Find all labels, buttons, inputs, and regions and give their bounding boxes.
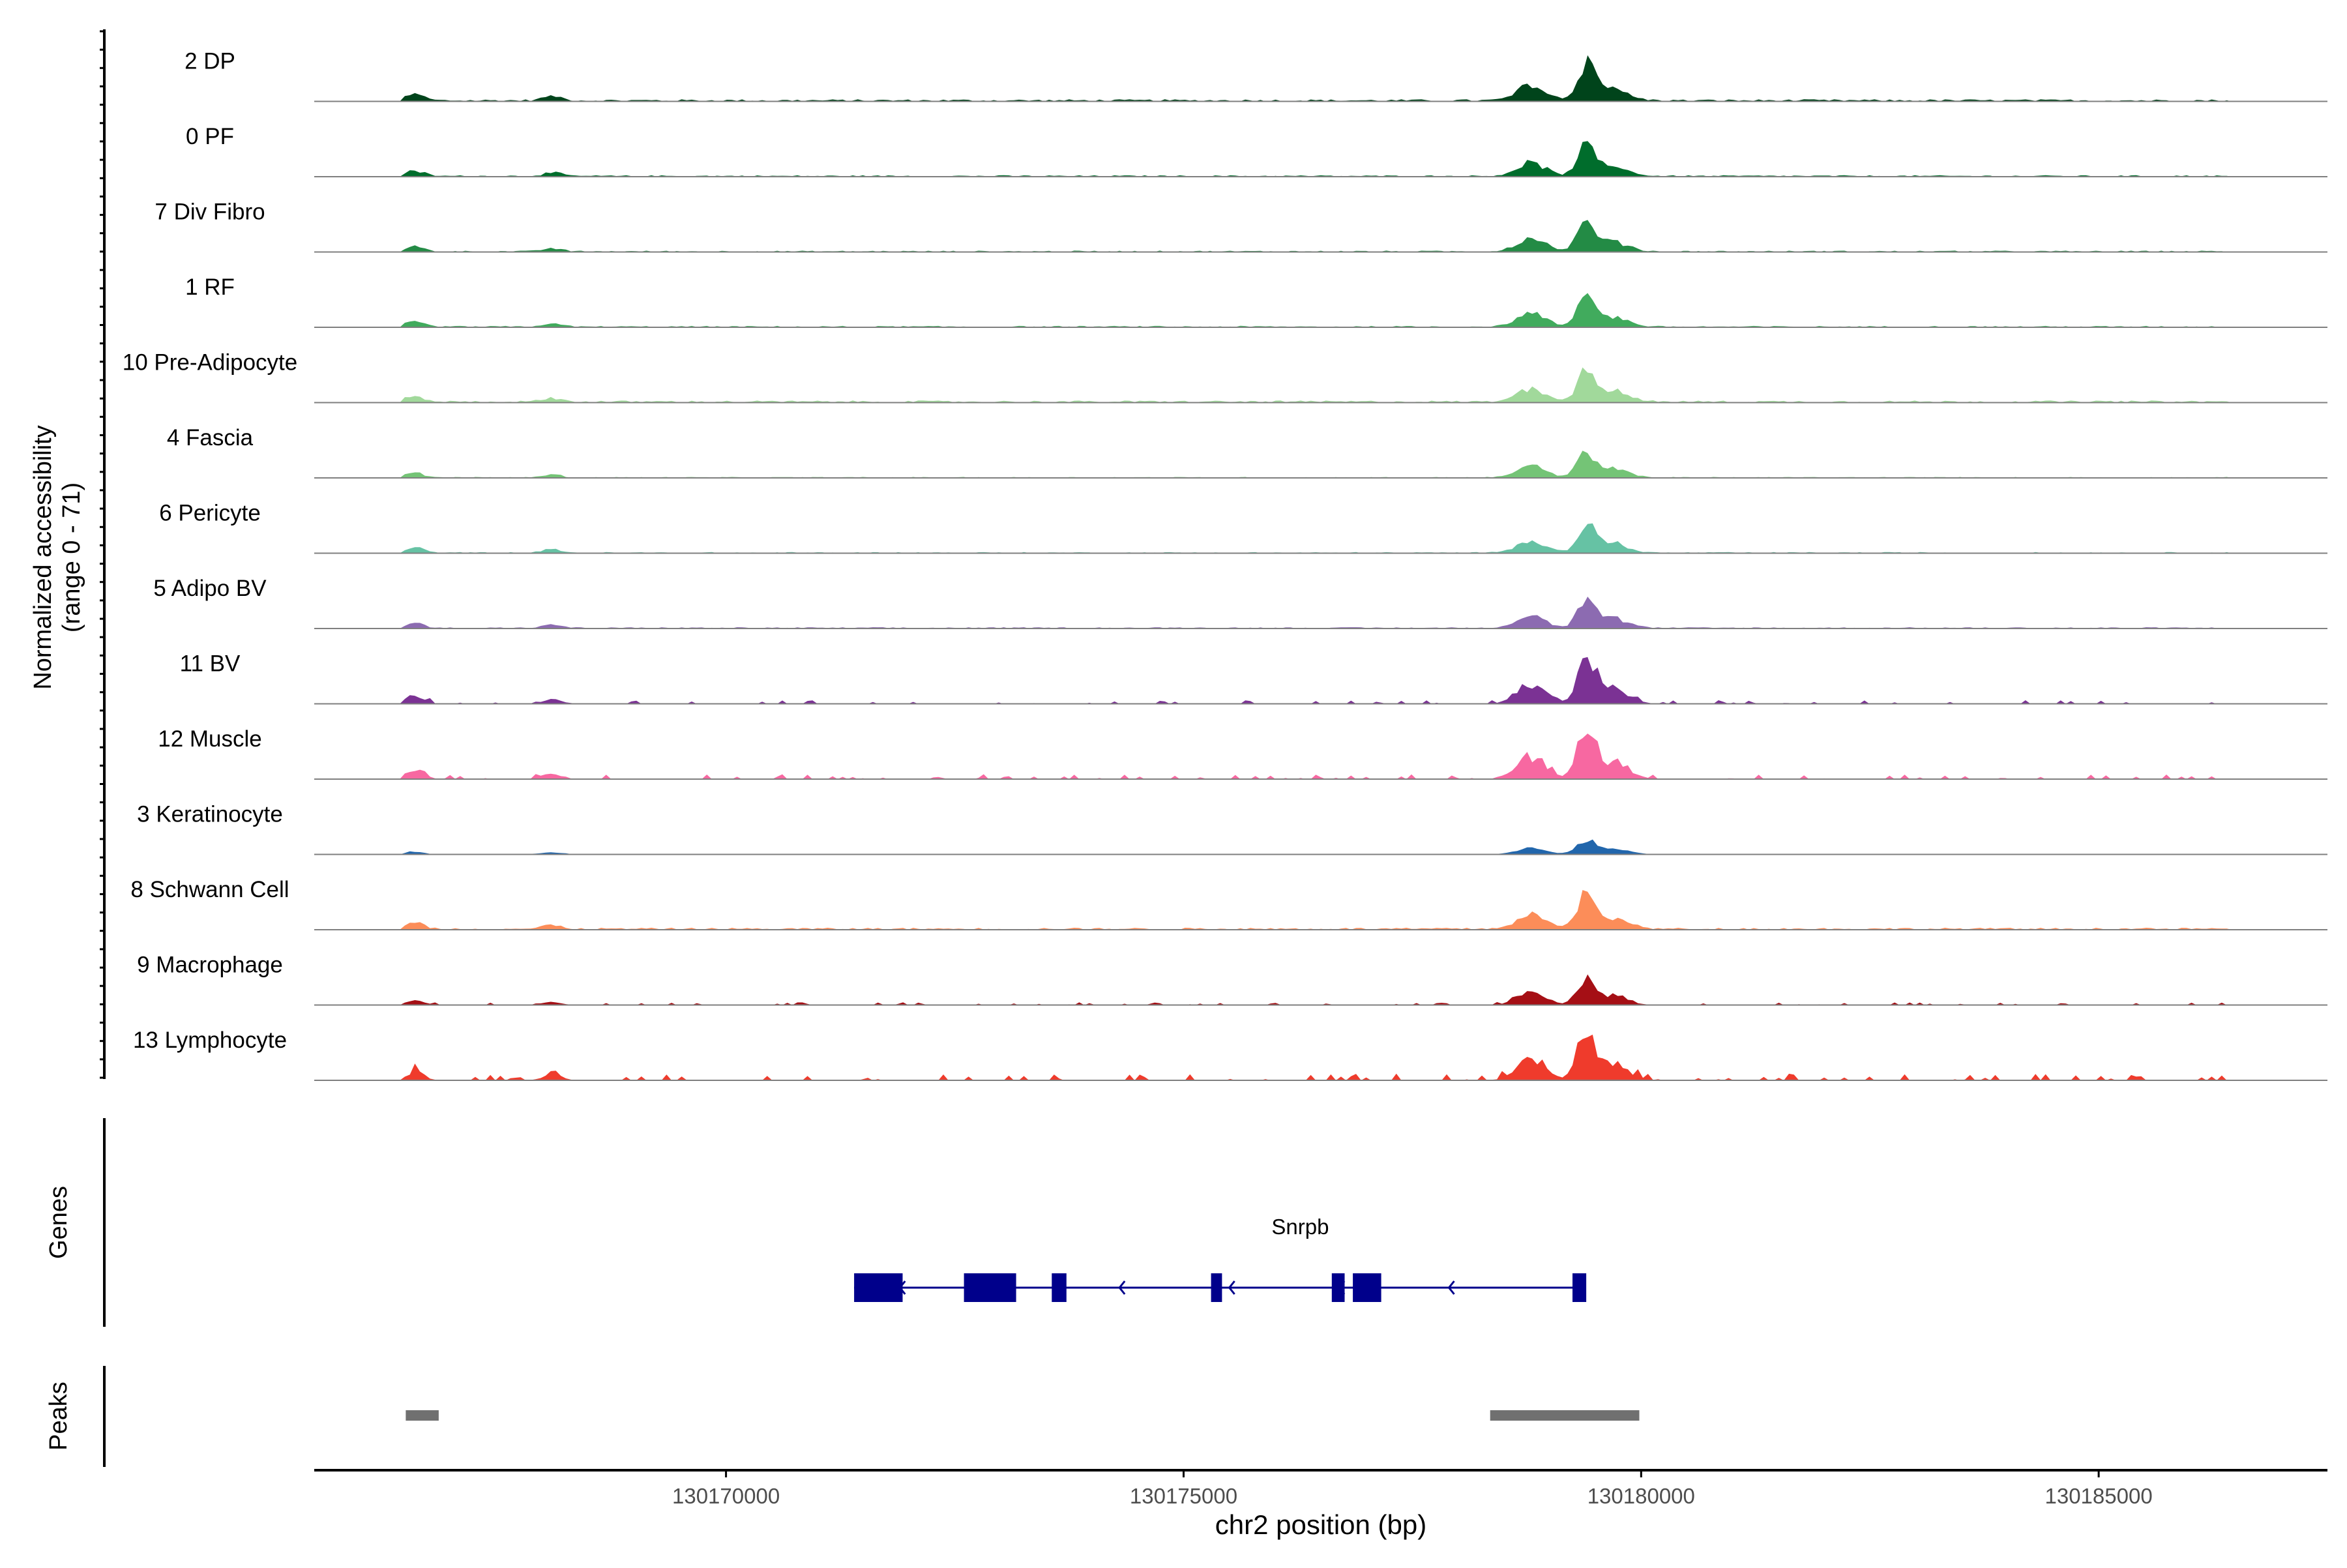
track-2-dp: 2 DP bbox=[185, 49, 2327, 102]
track-3-keratinocyte: 3 Keratinocyte bbox=[137, 802, 2327, 855]
track-label: 9 Macrophage bbox=[137, 953, 283, 978]
track-coverage-area bbox=[314, 657, 2327, 704]
track-coverage-area bbox=[314, 974, 2327, 1005]
x-axis-tick-label: 130185000 bbox=[2045, 1484, 2153, 1508]
track-coverage-area bbox=[314, 1034, 2327, 1080]
gene-exon bbox=[854, 1273, 903, 1302]
peak-region bbox=[1490, 1410, 1640, 1421]
y-axis-title-line1: Normalized accessibility bbox=[29, 425, 57, 689]
track-label: 5 Adipo BV bbox=[153, 576, 267, 601]
track-12-muscle: 12 Muscle bbox=[158, 726, 2327, 780]
x-axis-tick-label: 130170000 bbox=[672, 1484, 780, 1508]
track-label: 4 Fascia bbox=[167, 425, 254, 451]
track-coverage-area bbox=[314, 141, 2327, 177]
y-axis bbox=[100, 29, 106, 1079]
y-axis-title: Normalized accessibility (range 0 - 71) bbox=[29, 425, 85, 689]
gene-exon bbox=[1353, 1273, 1381, 1302]
track-label: 11 BV bbox=[180, 651, 241, 677]
track-1-rf: 1 RF bbox=[185, 274, 2327, 328]
gene-strand-arrow bbox=[1118, 1280, 1126, 1295]
track-coverage-area bbox=[314, 367, 2327, 403]
x-axis-tick-label: 130180000 bbox=[1587, 1484, 1695, 1508]
track-5-adipo-bv: 5 Adipo BV bbox=[153, 576, 2327, 629]
coverage-tracks: 2 DP 0 PF 7 Div Fibro 1 RF 10 Pre-Adipocyte 4… bbox=[123, 49, 2327, 1081]
gene-snrpb: Snrpb bbox=[854, 1215, 1587, 1302]
genes-panel-label: Genes bbox=[45, 1186, 72, 1259]
x-axis-tick-label: 130175000 bbox=[1130, 1484, 1237, 1508]
track-8-schwann-cell: 8 Schwann Cell bbox=[130, 877, 2327, 930]
track-coverage-area bbox=[314, 293, 2327, 327]
track-0-pf: 0 PF bbox=[186, 124, 2327, 177]
track-label: 7 Div Fibro bbox=[155, 200, 265, 225]
track-label: 10 Pre-Adipocyte bbox=[123, 350, 297, 376]
y-axis-title-line2: (range 0 - 71) bbox=[58, 482, 85, 632]
gene-strand-arrow bbox=[1447, 1280, 1455, 1295]
track-label: 8 Schwann Cell bbox=[130, 877, 289, 902]
track-9-macrophage: 9 Macrophage bbox=[137, 953, 2327, 1006]
track-coverage-area bbox=[314, 523, 2327, 554]
track-7-div-fibro: 7 Div Fibro bbox=[155, 200, 2327, 253]
track-label: 13 Lymphocyte bbox=[133, 1028, 287, 1053]
track-label: 3 Keratinocyte bbox=[137, 802, 283, 827]
track-coverage-area bbox=[314, 597, 2327, 629]
track-label: 6 Pericyte bbox=[159, 501, 261, 526]
track-coverage-area bbox=[314, 55, 2327, 102]
track-label: 1 RF bbox=[185, 274, 235, 300]
gene-exon bbox=[1572, 1273, 1587, 1302]
track-label: 12 Muscle bbox=[158, 726, 262, 752]
x-axis: chr2 position (bp) 130170000 130175000 130… bbox=[314, 1469, 2327, 1540]
gene-name-label: Snrpb bbox=[1271, 1215, 1329, 1239]
gene-exon bbox=[964, 1273, 1016, 1302]
peak-region bbox=[406, 1410, 439, 1421]
track-coverage-area bbox=[314, 451, 2327, 478]
track-6-pericyte: 6 Pericyte bbox=[159, 501, 2327, 554]
track-coverage-area bbox=[314, 733, 2327, 779]
peaks-panel-label: Peaks bbox=[45, 1382, 72, 1451]
peaks-panel: Peaks bbox=[45, 1366, 1640, 1467]
gene-exon bbox=[1331, 1273, 1345, 1302]
gene-strand-arrow bbox=[1228, 1280, 1235, 1295]
track-label: 0 PF bbox=[186, 124, 234, 149]
track-coverage-area bbox=[314, 890, 2327, 930]
track-11-bv: 11 BV bbox=[180, 651, 2327, 705]
gene-exon bbox=[1052, 1273, 1067, 1302]
x-axis-title: chr2 position (bp) bbox=[1215, 1509, 1427, 1540]
track-13-lymphocyte: 13 Lymphocyte bbox=[133, 1028, 2327, 1081]
track-10-pre-adipocyte: 10 Pre-Adipocyte bbox=[123, 350, 2327, 404]
track-coverage-area bbox=[314, 220, 2327, 252]
gene-exon bbox=[1211, 1273, 1222, 1302]
track-coverage-area bbox=[314, 839, 2327, 855]
track-4-fascia: 4 Fascia bbox=[167, 425, 2327, 479]
genes-panel: Genes Snrpb bbox=[45, 1118, 1587, 1327]
track-label: 2 DP bbox=[185, 49, 235, 74]
